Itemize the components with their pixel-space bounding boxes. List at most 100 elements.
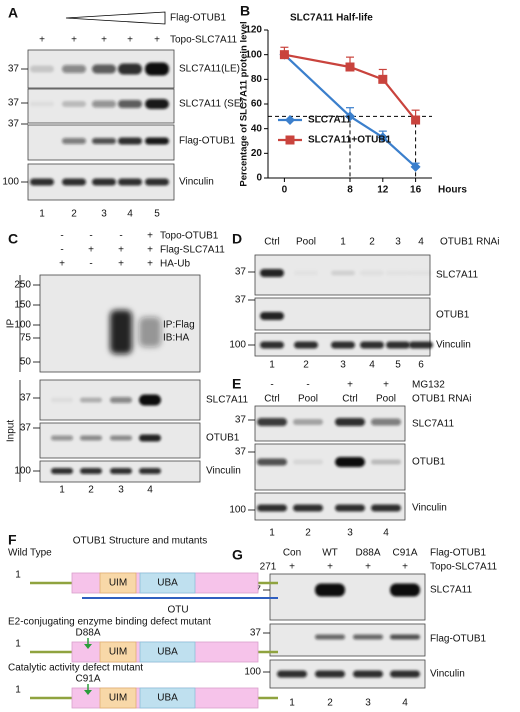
blot-label: Vinculin	[412, 503, 447, 514]
condition-label: MG132	[412, 380, 445, 391]
x-tick-label: 16	[410, 185, 422, 196]
blot-box	[254, 443, 406, 491]
lane-number: 5	[154, 209, 160, 220]
lane-number: 3	[365, 698, 371, 709]
band	[110, 468, 132, 474]
legend-marker	[285, 135, 295, 145]
mutation-arrowhead	[84, 690, 92, 695]
band	[80, 397, 102, 403]
band	[139, 434, 161, 442]
point	[279, 50, 289, 60]
band	[335, 418, 365, 426]
mw-marker: 37	[235, 447, 247, 458]
condition-value: 4	[418, 237, 424, 248]
condition-value: +	[127, 35, 133, 46]
diagram-title: OTUB1 Structure and mutants	[73, 536, 208, 547]
band	[353, 634, 383, 640]
band	[390, 670, 420, 678]
blot-label: Vinculin	[436, 340, 471, 351]
condition-value: +	[365, 562, 371, 573]
band	[145, 178, 169, 186]
group-label: Input	[6, 420, 17, 442]
band	[293, 459, 323, 465]
band	[386, 341, 410, 349]
domain	[99, 641, 137, 663]
condition-value: -	[60, 245, 63, 256]
band	[386, 271, 410, 276]
lane-number: 4	[127, 209, 133, 220]
band	[360, 341, 384, 349]
legend-label: SLC7A11	[308, 115, 352, 126]
band	[315, 670, 345, 678]
condition-value: +	[147, 245, 153, 256]
band	[30, 101, 54, 107]
band	[260, 312, 284, 320]
band	[371, 504, 401, 512]
band	[62, 65, 86, 73]
condition-value: +	[289, 562, 295, 573]
mutation-label: C91A	[75, 674, 100, 685]
panel-label: B	[240, 3, 250, 19]
panel-label: C	[8, 231, 18, 247]
panel-label: A	[8, 5, 18, 21]
domain-label: UIM	[109, 693, 127, 704]
y-tick-label: 80	[251, 74, 263, 85]
blot-label: Flag-OTUB1	[179, 136, 236, 147]
mw-marker: 37	[235, 295, 247, 306]
mw-marker: 37	[235, 415, 247, 426]
band	[92, 64, 116, 74]
condition-value: WT	[322, 548, 338, 559]
band	[257, 458, 287, 466]
x-axis-label: Hours	[438, 185, 467, 196]
condition-label: HA-Ub	[160, 259, 190, 270]
condition-value: +	[154, 35, 160, 46]
mw-marker: 100	[14, 320, 31, 331]
condition-value: Con	[283, 548, 301, 559]
lane-number: 1	[269, 360, 275, 371]
lane-number: 3	[347, 528, 353, 539]
group-label: IP	[6, 318, 17, 328]
condition-value: C91A	[392, 548, 417, 559]
point	[345, 62, 355, 72]
condition-value: -	[60, 231, 63, 242]
condition-value: Pool	[376, 394, 396, 405]
blot-annotation: IB:HA	[163, 333, 189, 344]
band	[277, 670, 307, 678]
blot-label: Vinculin	[206, 466, 241, 477]
band	[294, 341, 318, 349]
domain-label: UBA	[157, 693, 178, 704]
band	[139, 317, 161, 347]
condition-value: -	[89, 231, 92, 242]
band	[257, 418, 287, 426]
band	[92, 100, 116, 108]
blot-label: Flag-OTUB1	[430, 634, 487, 645]
condition-value: +	[383, 380, 389, 391]
condition-value: D88A	[355, 548, 380, 559]
blot-label: OTUB1	[436, 310, 470, 321]
mw-marker: 37	[20, 393, 32, 404]
panel-label: F	[8, 532, 17, 548]
band	[360, 270, 384, 276]
y-tick-label: 40	[251, 123, 263, 134]
mw-marker: 37	[250, 628, 262, 639]
band	[118, 63, 142, 75]
condition-value: +	[147, 259, 153, 270]
band	[118, 100, 142, 108]
band	[260, 341, 284, 349]
mutation-arrowhead	[84, 644, 92, 649]
gradient-wedge	[65, 11, 166, 25]
condition-value: -	[89, 259, 92, 270]
lane-number: 3	[101, 209, 107, 220]
band	[315, 583, 345, 597]
band	[409, 341, 433, 349]
domain	[139, 687, 196, 709]
band	[62, 101, 86, 107]
region-label: OTU	[167, 605, 188, 616]
lane-number: 1	[59, 485, 65, 496]
band	[331, 270, 355, 276]
condition-value: -	[119, 231, 122, 242]
band	[80, 468, 102, 474]
band	[390, 583, 420, 597]
band	[145, 99, 169, 109]
condition-value: +	[71, 35, 77, 46]
